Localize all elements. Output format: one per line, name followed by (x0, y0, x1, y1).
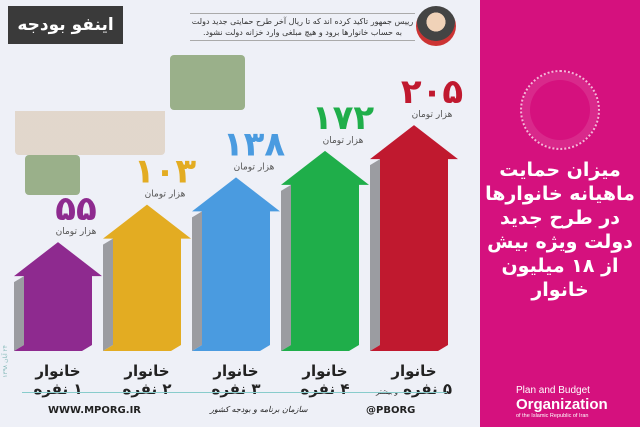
signature: سازمان برنامه و بودجه کشور (210, 405, 308, 414)
website-link[interactable]: WWW.MPORG.IR (48, 405, 141, 416)
value-label: ۱۰۳ (134, 152, 197, 192)
value-label: ۱۷۲ (312, 98, 375, 138)
title-panel: میزان حمایت ماهیانه خانوارها در طرح جدید… (480, 0, 640, 427)
category-label: خانوار ۱ نفره (33, 362, 83, 398)
arrow-body (103, 204, 191, 345)
arrow-side (14, 276, 24, 351)
family-illustration (15, 45, 165, 155)
arrow-side (281, 184, 291, 351)
arrow-body (14, 242, 102, 345)
unit-label: هزار تومان (323, 136, 364, 146)
arrow-side (370, 159, 380, 351)
divider (22, 392, 447, 393)
date: ۲۴ آبان ۱۳۹۸ (2, 345, 9, 378)
money-stack-small-icon (25, 155, 80, 195)
arrow-body (281, 150, 369, 345)
infobudget-logo: اینفو بودجه (8, 6, 123, 44)
rosette-ornament-icon (520, 70, 600, 150)
category-label: خانوار ۴ نفره (300, 362, 350, 398)
value-label: ۱۳۸ (223, 124, 286, 164)
arrow-body (192, 177, 280, 345)
money-stack-icon (170, 55, 245, 110)
unit-label: هزار تومان (234, 162, 275, 172)
org-line3: of the Islamic Republic of Iran (516, 413, 589, 419)
org-line2: Organization (516, 396, 608, 413)
value-label: ۲۰۵ (401, 72, 463, 112)
value-label: ۵۵ (55, 189, 97, 229)
page-title: میزان حمایت ماهیانه خانوارها در طرح جدید… (485, 159, 635, 301)
president-quote: رییس جمهور تاکید کرده اند که تا ریال آخر… (190, 13, 415, 41)
arrow-side (103, 238, 113, 351)
unit-label: هزار تومان (412, 110, 453, 120)
org-line1: Plan and Budget (516, 385, 590, 396)
category-label: خانوار ۵ نفره و بیشتر (375, 362, 453, 398)
arrow-body (370, 125, 458, 345)
category-label: خانوار ۳ نفره (211, 362, 261, 398)
category-label: خانوار ۲ نفره (122, 362, 172, 398)
org-logo: Plan and Budget Organization of the Isla… (516, 385, 608, 419)
unit-label: هزار تومان (145, 190, 186, 200)
social-handle[interactable]: @PBORG (366, 405, 416, 416)
unit-label: هزار تومان (56, 227, 97, 237)
president-avatar (416, 6, 456, 46)
arrow-side (192, 211, 202, 351)
